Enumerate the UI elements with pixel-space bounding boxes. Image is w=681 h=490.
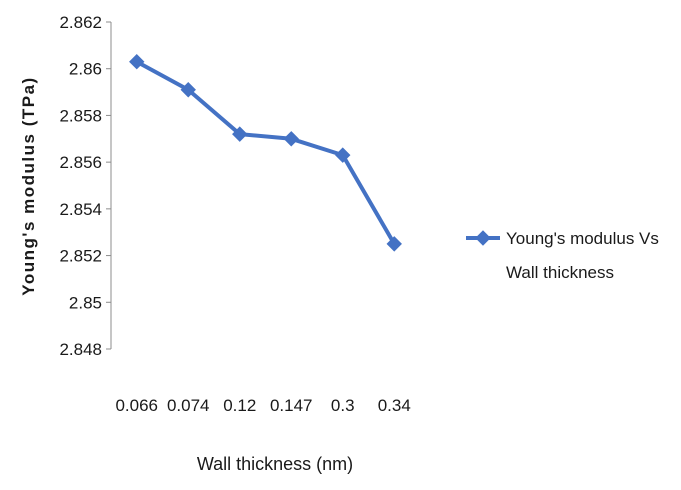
- series-group: [129, 54, 402, 252]
- axes: [106, 21, 112, 350]
- y-tick-label: 2.856: [59, 153, 102, 172]
- data-point-marker: [232, 126, 248, 142]
- x-tick-label: 0.34: [378, 396, 411, 415]
- x-tick-label: 0.066: [115, 396, 158, 415]
- legend-marker-icon: [475, 230, 491, 246]
- legend: Young's modulus Vs Wall thickness: [466, 229, 659, 282]
- x-tick-label: 0.12: [223, 396, 256, 415]
- x-tick-label: 0.074: [167, 396, 210, 415]
- x-axis-title: Wall thickness (nm): [197, 454, 353, 474]
- data-point-marker: [283, 131, 299, 147]
- legend-label: Young's modulus Vs: [506, 229, 659, 248]
- data-point-marker: [129, 54, 145, 70]
- series-line: [135, 59, 396, 245]
- y-tick-label: 2.854: [59, 200, 102, 219]
- y-tick-label: 2.848: [59, 340, 102, 359]
- y-tick-label: 2.852: [59, 247, 102, 266]
- data-point-marker: [180, 82, 196, 98]
- y-tick-label: 2.86: [69, 60, 102, 79]
- x-tick-label: 0.3: [331, 396, 355, 415]
- legend-label: Wall thickness: [506, 263, 614, 282]
- tick-labels: 2.848 2.85 2.852 2.854 2.856 2.858 2.86 2.862 0.…: [59, 13, 410, 415]
- y-axis-title: Young's modulus (TPa): [19, 76, 38, 295]
- x-tick-label: 0.147: [270, 396, 313, 415]
- y-tick-label: 2.858: [59, 106, 102, 125]
- data-point-marker: [386, 236, 402, 252]
- y-tick-label: 2.862: [59, 13, 102, 32]
- y-tick-label: 2.85: [69, 293, 102, 312]
- data-point-marker: [335, 147, 351, 163]
